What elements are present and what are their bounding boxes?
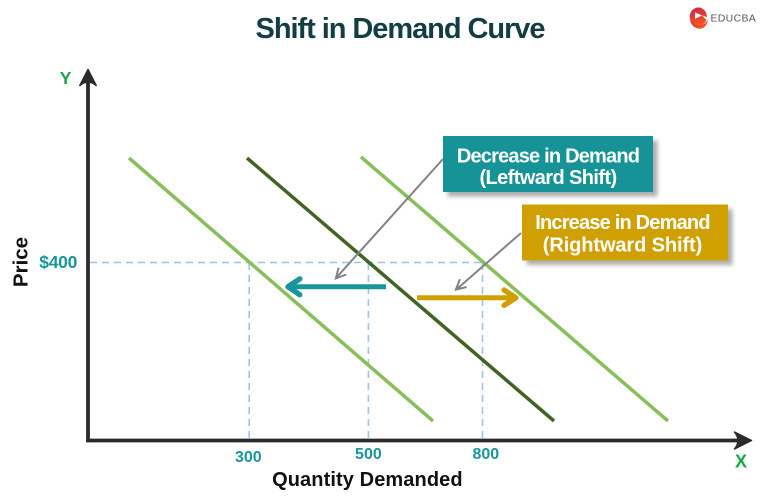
svg-text:Increase in Demand: Increase in Demand: [535, 212, 710, 234]
svg-text:Price: Price: [10, 237, 33, 287]
svg-text:800: 800: [472, 446, 499, 463]
svg-text:500: 500: [355, 446, 382, 463]
svg-text:Decrease in Demand: Decrease in Demand: [457, 146, 639, 168]
svg-text:X: X: [735, 452, 747, 472]
svg-text:(Rightward Shift): (Rightward Shift): [543, 235, 702, 257]
svg-text:Quantity Demanded: Quantity Demanded: [272, 469, 463, 491]
svg-text:(Leftward Shift): (Leftward Shift): [479, 167, 616, 189]
svg-text:Shift in Demand Curve: Shift in Demand Curve: [256, 13, 546, 45]
svg-text:Y: Y: [60, 68, 72, 88]
svg-text:$400: $400: [39, 252, 77, 272]
svg-text:300: 300: [235, 449, 262, 466]
svg-text:EDUCBA: EDUCBA: [711, 13, 757, 25]
